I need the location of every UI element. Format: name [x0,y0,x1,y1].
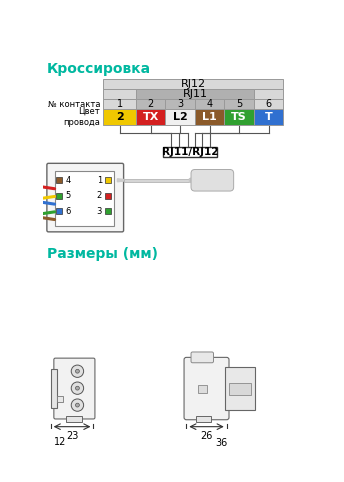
Bar [163,147,217,157]
Text: Размеры (мм): Размеры (мм) [47,247,158,261]
Text: 4: 4 [206,99,213,109]
Bar [57,396,63,402]
Circle shape [75,403,79,407]
Text: 6: 6 [266,99,271,109]
Text: 2: 2 [148,99,154,109]
Bar [136,109,165,125]
Circle shape [71,399,84,411]
Bar [254,89,283,99]
Text: RJ11: RJ11 [182,89,207,99]
FancyBboxPatch shape [191,352,214,363]
Text: 1: 1 [117,99,123,109]
FancyBboxPatch shape [47,163,123,232]
Text: TX: TX [142,112,159,122]
Bar [123,179,190,182]
Text: RJ12: RJ12 [181,79,206,89]
Text: T: T [265,112,272,122]
Text: 5: 5 [236,99,242,109]
Bar [66,416,82,422]
Polygon shape [117,179,123,182]
Bar [136,99,165,109]
Circle shape [75,369,79,373]
Bar [56,193,62,199]
Bar [105,208,111,214]
Bar [229,383,251,395]
Bar [56,208,62,214]
Bar [105,177,111,183]
Bar [254,109,283,125]
Text: 2: 2 [116,112,123,122]
Bar [51,369,57,408]
Bar [225,367,255,410]
Bar [105,193,111,199]
FancyBboxPatch shape [184,357,229,420]
Bar [224,99,254,109]
Bar [195,109,224,125]
Text: L2: L2 [173,112,187,122]
Text: 3: 3 [97,207,102,215]
Bar [196,416,211,422]
Bar [104,79,283,89]
Text: 26: 26 [200,430,213,441]
Bar [136,89,254,99]
Text: 5: 5 [65,191,71,200]
Text: 12: 12 [54,438,66,447]
Bar [104,89,136,99]
FancyBboxPatch shape [54,358,95,419]
Text: RJ11/RJ12: RJ11/RJ12 [162,147,218,157]
Bar [104,109,136,125]
Bar [198,385,207,393]
Bar [55,171,114,226]
Text: 4: 4 [65,176,71,185]
Circle shape [71,365,84,377]
FancyBboxPatch shape [191,170,234,191]
Bar [104,99,136,109]
Polygon shape [190,176,196,184]
Bar [165,109,195,125]
Text: TS: TS [231,112,247,122]
Text: 1: 1 [97,176,102,185]
Bar [195,99,224,109]
Bar [56,177,62,183]
Text: L1: L1 [202,112,217,122]
Bar [254,99,283,109]
Text: Кроссировка: Кроссировка [47,63,151,77]
Text: № контакта: № контакта [48,100,100,108]
Bar [165,99,195,109]
Text: Цвет
провода: Цвет провода [64,107,100,127]
Text: 36: 36 [215,438,227,448]
Text: 3: 3 [177,99,183,109]
Circle shape [71,382,84,394]
Text: 2: 2 [97,191,102,200]
Text: 6: 6 [65,207,71,215]
Circle shape [75,386,79,390]
Text: 23: 23 [66,430,78,441]
Bar [224,109,254,125]
